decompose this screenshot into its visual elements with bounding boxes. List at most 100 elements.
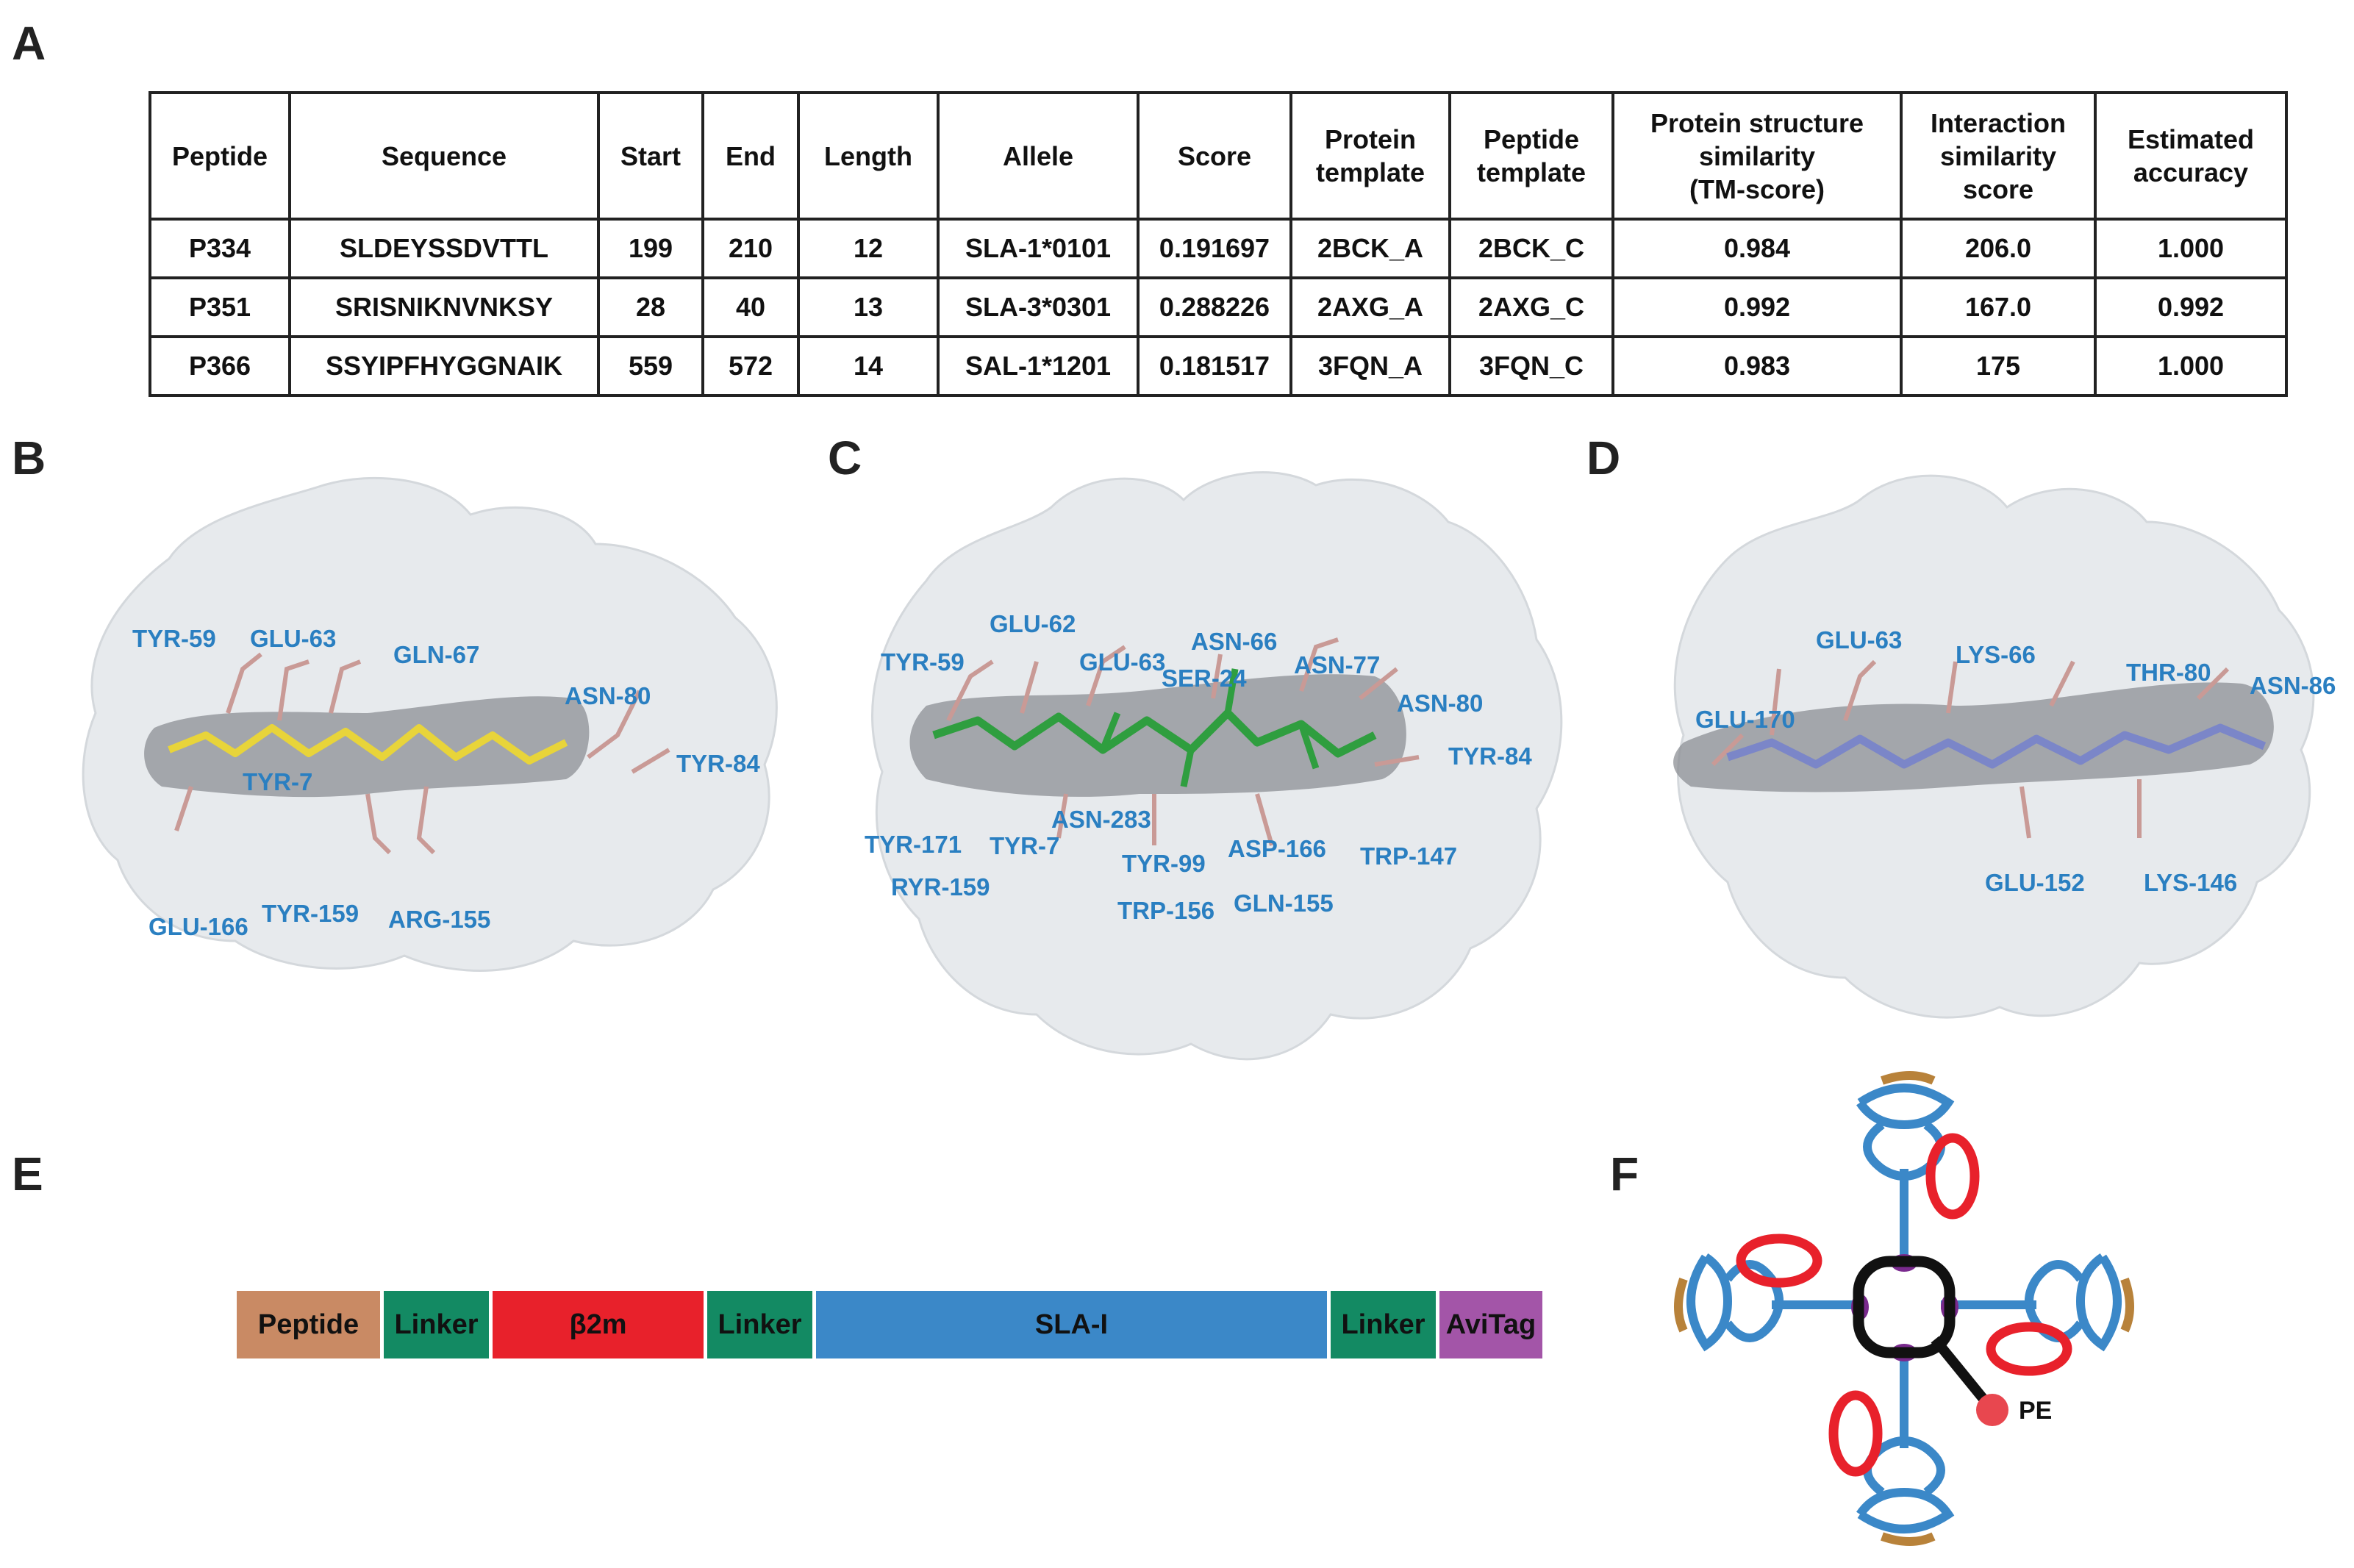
structure-c: GLU-62 TYR-59 GLU-63 ASN-66 ASN-77 SER-2… (865, 471, 1563, 1061)
structure-b: TYR-59 GLU-63 GLN-67 ASN-80 TYR-84 TYR-7… (82, 476, 778, 972)
streptavidin-core (1851, 1254, 1991, 1406)
table-cell: 0.984 (1611, 218, 1903, 279)
column-header: Sequence (288, 91, 600, 221)
construct-segment-linker: Linker (384, 1291, 493, 1358)
residue-label: GLU-152 (1985, 869, 2085, 896)
residue-label: LYS-66 (1956, 641, 2036, 668)
mhc-monomer-left (1674, 1234, 1867, 1352)
residue-label: SER-24 (1162, 665, 1247, 692)
table-cell: 0.992 (2094, 276, 2288, 338)
peptide-c-sidechains (1099, 668, 1320, 787)
residue-label: ASN-66 (1191, 628, 1277, 655)
column-header-line: Length (824, 140, 912, 171)
residue-label: TRP-147 (1360, 842, 1457, 870)
column-header: Score (1137, 91, 1292, 221)
tetramer-arms (1674, 1071, 2134, 1546)
column-header-line: (TM-score) (1689, 173, 1825, 204)
column-header: Peptide (149, 91, 291, 221)
residue-label: ASN-86 (2250, 672, 2336, 699)
column-header-line: similarity (1698, 140, 1816, 171)
table-cell: 175 (1900, 335, 2097, 397)
table-body: P334 SLDEYSSDVTTL 199 210 12 SLA-1*0101 0.1916… (149, 218, 2288, 397)
construct-segment-linker: Linker (1331, 1291, 1439, 1358)
column-header-line: similarity (1939, 140, 2057, 171)
construct-segment-avitag: AviTag (1439, 1291, 1542, 1358)
column-header-line: Peptide (171, 140, 268, 171)
table-row: P366 SSYIPFHYGGNAIK 559 572 14 SAL-1*1201 0.18… (149, 335, 2288, 397)
column-header-line: template (1476, 157, 1586, 187)
column-header-line: accuracy (2133, 157, 2249, 187)
peptide-b (168, 724, 568, 765)
column-header-line: Protein (1324, 124, 1416, 154)
peptide-c (932, 709, 1377, 758)
column-header: Protein structure similarity (TM-score) (1611, 91, 1903, 221)
table-cell: 1.000 (2094, 335, 2288, 397)
table-cell: 167.0 (1900, 276, 2097, 338)
panel-label-f: F (1610, 1148, 1639, 1200)
column-header: Allele (937, 91, 1140, 221)
mhc-monomer-bottom (1828, 1353, 1955, 1546)
table-cell: 0.288226 (1137, 276, 1292, 338)
mhc-monomer-top (1856, 1071, 1980, 1264)
column-header: Start (597, 91, 704, 221)
table-cell: 559 (597, 335, 704, 397)
column-header-line: Sequence (381, 140, 507, 171)
table-cell: 28 (597, 276, 704, 338)
table-cell: 40 (701, 276, 800, 338)
construct-segment-linker: Linker (707, 1291, 816, 1358)
column-header-line: template (1315, 157, 1425, 187)
pe-label: PE (2019, 1397, 2052, 1425)
construct-segment--2m: β2m (493, 1291, 707, 1358)
table-cell: 0.181517 (1137, 335, 1292, 397)
mhc-monomer-right (1941, 1253, 2134, 1376)
residue-label: ASN-80 (1397, 690, 1483, 717)
residue-label: TYR-84 (1448, 742, 1532, 770)
column-header-line: Peptide (1483, 124, 1580, 154)
residue-label: TYR-84 (676, 750, 760, 777)
residue-label: TRP-156 (1117, 897, 1214, 924)
residue-label: TYR-59 (881, 648, 965, 676)
construct-segment-sla-i: SLA-I (816, 1291, 1331, 1358)
column-header-line: Estimated (2127, 124, 2255, 154)
column-header-line: Interaction (1930, 107, 2067, 138)
residue-label: TYR-7 (243, 768, 312, 795)
residue-label: ASN-77 (1294, 651, 1380, 679)
residue-sticks (174, 652, 670, 855)
column-header: End (701, 91, 800, 221)
panel-label-c: C (828, 432, 862, 484)
panel-label-d: D (1586, 432, 1621, 484)
table-cell: 0.983 (1611, 335, 1903, 397)
table-cell: 13 (797, 276, 940, 338)
table-cell: SRISNIKNVNKSY (288, 276, 600, 338)
table-cell: 0.992 (1611, 276, 1903, 338)
table-row: P334 SLDEYSSDVTTL 199 210 12 SLA-1*0101 0.1916… (149, 218, 2288, 279)
table-row: P351 SRISNIKNVNKSY 28 40 13 SLA-3*0301 0.28822… (149, 276, 2288, 338)
residue-label: TYR-159 (262, 900, 359, 927)
residue-label: ASN-283 (1051, 806, 1151, 833)
column-header-line: score (1962, 173, 2034, 204)
column-header: Length (797, 91, 940, 221)
table-cell: 206.0 (1900, 218, 2097, 279)
residue-label: ARG-155 (388, 906, 490, 933)
residue-label: TYR-59 (132, 625, 216, 652)
table-cell: SLDEYSSDVTTL (288, 218, 600, 279)
residue-label: GLU-62 (990, 610, 1076, 637)
column-header: Protein template (1289, 91, 1451, 221)
panel-label-e: E (12, 1148, 43, 1200)
residue-sticks (946, 637, 1420, 846)
column-header-line: Allele (1002, 140, 1074, 171)
residue-label: TYR-99 (1122, 850, 1206, 877)
table-cell: 14 (797, 335, 940, 397)
peptide-table: Peptide Sequence Start End Length Allele Score… (149, 91, 2288, 397)
construct-diagram: Peptide Linker β2m Linker SLA-I Linker AviTag (237, 1291, 1542, 1358)
residue-label: THR-80 (2126, 659, 2211, 686)
table-cell: SLA-1*0101 (937, 218, 1140, 279)
peptide-d (1726, 723, 2267, 769)
residue-label: TYR-7 (990, 832, 1059, 859)
structure-d: GLU-63 LYS-66 THR-80 ASN-86 GLU-170 GLU-… (1673, 474, 2336, 1019)
table-cell: 210 (701, 218, 800, 279)
panel-label-b: B (12, 432, 46, 484)
residue-label: GLN-67 (393, 641, 479, 668)
table-cell: P334 (149, 218, 291, 279)
residue-sticks (1711, 659, 2230, 839)
